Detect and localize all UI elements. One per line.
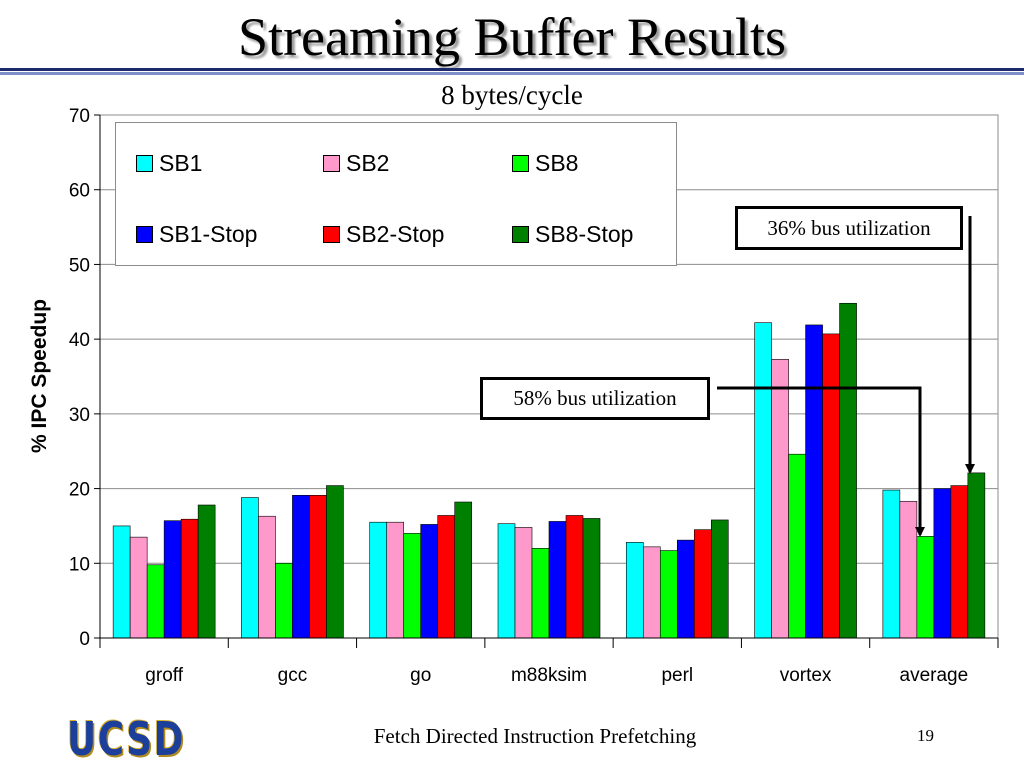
page-number: 19 — [917, 726, 934, 745]
legend-item-sb2: SB2 — [323, 148, 389, 178]
bar-sb2-gcc — [258, 515, 276, 639]
bar-sb8-m88ksim — [531, 548, 550, 639]
bar-sb1-stop-perl — [676, 539, 695, 639]
bars — [112, 302, 986, 639]
y-tick-label: 60 — [69, 181, 90, 202]
bar-sb2-stop-m88ksim — [565, 515, 584, 639]
bar-sb8-vortex — [788, 453, 806, 639]
axes: 0 10 20 30 40 50 60 70 groff gcc go m88ksim perl vort… — [69, 106, 999, 686]
legend-label-sb8-stop: SB8-Stop — [535, 220, 634, 247]
x-tick-label: m88ksim — [511, 665, 587, 686]
callout-36-bus-utilization: 36% bus utilization — [735, 206, 963, 250]
y-tick-label: 10 — [69, 554, 90, 575]
bar-sb1-m88ksim — [497, 523, 516, 639]
slide-title: Streaming Buffer Results — [238, 7, 786, 67]
bar-sb1-stop-go — [420, 524, 439, 639]
chart-subtitle: 8 bytes/cycle — [441, 80, 583, 110]
arrow-58-connector — [717, 386, 925, 537]
legend-label-sb8: SB8 — [535, 149, 579, 176]
bar-sb1-stop-vortex — [805, 324, 823, 639]
bar-sb1-stop-m88ksim — [548, 521, 567, 639]
bar-sb1-vortex — [754, 322, 772, 639]
bar-chart: 0 10 20 30 40 50 60 70 groff gcc go m88ksim perl vort… — [28, 106, 999, 686]
bar-sb1-groff — [112, 525, 131, 639]
bar-sb2-vortex — [771, 359, 789, 639]
legend-swatch-sb8-stop — [512, 225, 529, 243]
legend-item-sb2-stop: SB2-Stop — [323, 219, 444, 249]
y-tick-label: 20 — [69, 480, 90, 501]
legend-item-sb8: SB8 — [512, 148, 578, 178]
legend-item-sb1: SB1 — [136, 148, 202, 178]
chart-legend: SB1 SB2 SB8 SB1-Stop SB2-Stop SB8-Stop — [115, 122, 677, 266]
bar-sb2-perl — [642, 546, 661, 639]
x-tick-label: perl — [661, 665, 693, 686]
x-tick-label: go — [410, 665, 431, 686]
legend-swatch-sb1 — [136, 154, 153, 172]
bar-sb2-stop-go — [437, 515, 456, 639]
legend-swatch-sb2-stop — [323, 225, 340, 243]
bar-sb8-perl — [659, 550, 678, 639]
bar-sb2-stop-average — [950, 485, 969, 639]
title-divider — [0, 68, 1024, 71]
bar-sb8-stop-groff — [197, 504, 216, 639]
bar-sb2-go — [386, 521, 405, 639]
bar-sb2-stop-gcc — [309, 494, 327, 639]
legend-item-sb8-stop: SB8-Stop — [512, 219, 633, 249]
legend-label-sb2: SB2 — [346, 149, 390, 176]
bar-sb8-stop-gcc — [326, 485, 344, 639]
bar-sb8-gcc — [275, 562, 293, 639]
y-tick-label: 40 — [69, 330, 90, 351]
legend-swatch-sb1-stop — [136, 225, 153, 243]
x-tick-label: vortex — [780, 665, 832, 686]
bar-sb8-average — [916, 536, 935, 639]
bar-sb1-stop-groff — [163, 520, 182, 639]
y-tick-label: 30 — [69, 405, 90, 426]
title-divider-accent — [0, 72, 1024, 75]
bar-sb1-go — [369, 521, 388, 639]
callout-58-bus-utilization: 58% bus utilization — [480, 377, 710, 420]
bar-sb8-stop-vortex — [839, 302, 857, 639]
legend-swatch-sb2 — [323, 154, 340, 172]
bar-sb2-m88ksim — [514, 527, 533, 639]
x-tick-label: gcc — [278, 665, 308, 686]
bar-sb1-perl — [625, 542, 644, 639]
bar-sb2-average — [899, 500, 918, 639]
y-axis-label: % IPC Speedup — [28, 299, 51, 453]
legend-label-sb1-stop: SB1-Stop — [159, 220, 258, 247]
ucsd-logo: UCSD — [67, 712, 185, 766]
bar-sb1-average — [882, 489, 901, 639]
bar-sb2-stop-perl — [693, 529, 712, 639]
bar-sb8-stop-average — [967, 472, 986, 639]
bar-sb8-go — [403, 533, 422, 639]
bar-sb2-stop-vortex — [822, 333, 840, 639]
legend-label-sb2-stop: SB2-Stop — [346, 220, 445, 247]
bar-sb1-stop-gcc — [292, 494, 310, 639]
bar-sb8-groff — [146, 564, 165, 639]
y-tick-label: 70 — [69, 106, 90, 127]
bar-sb8-stop-m88ksim — [582, 518, 601, 639]
bar-sb2-stop-groff — [180, 518, 199, 639]
bar-sb8-stop-perl — [710, 519, 729, 639]
x-tick-label: groff — [145, 665, 183, 686]
y-tick-label: 50 — [69, 255, 90, 276]
y-tick-label: 0 — [79, 629, 90, 650]
legend-label-sb1: SB1 — [159, 149, 203, 176]
bar-sb1-gcc — [241, 497, 259, 639]
bar-sb2-groff — [129, 536, 148, 639]
bar-sb8-stop-go — [454, 501, 473, 639]
bar-sb1-stop-average — [933, 488, 952, 639]
legend-item-sb1-stop: SB1-Stop — [136, 219, 257, 249]
legend-swatch-sb8 — [512, 154, 529, 172]
x-tick-label: average — [900, 665, 969, 686]
footer-title: Fetch Directed Instruction Prefetching — [373, 724, 697, 748]
